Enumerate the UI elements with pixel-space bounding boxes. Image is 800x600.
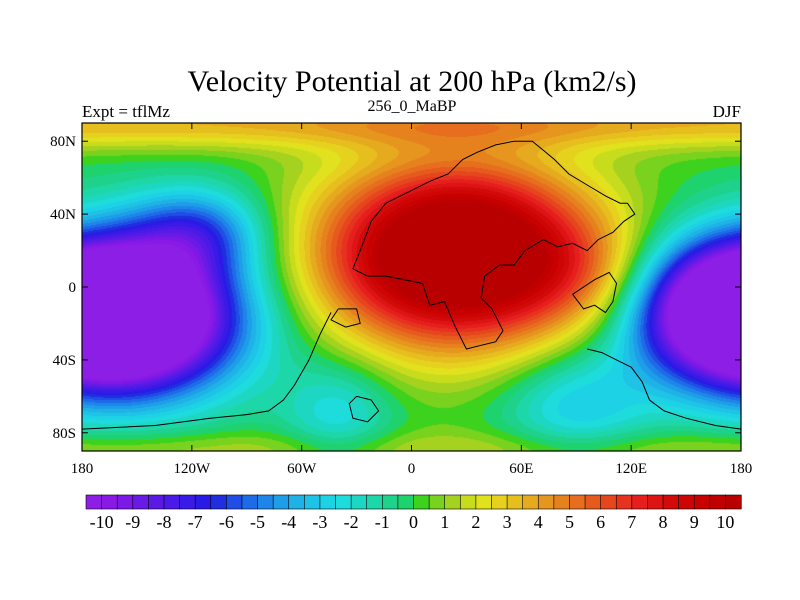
y-axis: 80N 40N 0 40S 80S	[50, 134, 741, 442]
colorbar-swatch	[600, 494, 617, 510]
colorbar-swatch	[366, 494, 383, 510]
colorbar-swatch	[382, 494, 399, 510]
colorbar-tick-label: -1	[375, 512, 390, 532]
colorbar-swatch	[397, 494, 415, 510]
y-tick-label: 0	[69, 280, 77, 296]
colorbar-tick-label: 2	[471, 512, 480, 532]
coastline-5	[572, 271, 618, 314]
colorbar-tick-label: -9	[125, 512, 140, 532]
coastline-3	[82, 312, 332, 430]
colorbar-swatch	[163, 494, 181, 510]
colorbar-swatch	[459, 494, 477, 510]
colorbar-swatch	[647, 494, 664, 510]
x-tick-label: 180	[730, 461, 753, 477]
colorbar-tick-label: 1	[440, 512, 449, 532]
colorbar-swatch	[678, 494, 695, 510]
colorbar-tick-label: 6	[596, 512, 605, 532]
x-axis: 180 120W 60W 0 60E 120E 180	[71, 123, 753, 477]
x-tick-label: 120W	[173, 461, 211, 477]
colorbar-swatch	[288, 494, 305, 510]
y-tick-label: 40N	[50, 207, 76, 223]
colorbar-swatch	[584, 494, 602, 510]
colorbar-swatch	[553, 494, 571, 510]
colorbar-tick-label: 5	[565, 512, 574, 532]
subtitle-left: Expt = tflMz	[82, 102, 170, 121]
colorbar-swatch	[506, 494, 524, 510]
x-tick-label: 60W	[287, 461, 317, 477]
colorbar-swatch	[85, 494, 103, 510]
colorbar-swatch	[132, 494, 149, 510]
y-tick-label: 80N	[50, 134, 76, 150]
colorbar-swatch	[428, 494, 446, 510]
coastline-1	[352, 140, 636, 350]
colorbar-swatch	[304, 494, 321, 510]
colorbar-labels: -10 -9 -8 -7 -6 -5 -4 -3 -2 -1 0 1 2 3 4 5 6 7 8 9 10	[90, 512, 735, 532]
colorbar-tick-label: 4	[534, 512, 543, 532]
subtitle-center: 256_0_MaBP	[368, 98, 457, 115]
colorbar-swatch	[335, 494, 352, 510]
velocity-potential-field	[82, 123, 741, 451]
y-tick-label: 80S	[53, 426, 76, 442]
colorbar-tick-label: -10	[90, 512, 114, 532]
colorbar-tick-label: 10	[716, 512, 734, 532]
colorbar-swatch	[615, 494, 633, 510]
colorbar-tick-label: 3	[503, 512, 512, 532]
colorbar-swatch	[475, 494, 493, 510]
colorbar-tick-label: -4	[281, 512, 296, 532]
colorbar-swatch	[491, 494, 508, 510]
plot-area	[82, 123, 741, 451]
colorbar-swatch	[319, 494, 337, 510]
colorbar-swatch	[241, 494, 259, 510]
colorbar-tick-label: -8	[157, 512, 172, 532]
colorbar-swatch	[725, 494, 742, 510]
x-tick-label: 60E	[509, 461, 533, 477]
colorbar-swatch	[569, 494, 586, 510]
coastlines	[82, 140, 741, 430]
colorbar-swatch	[662, 494, 680, 510]
colorbar-swatch	[194, 494, 212, 510]
x-tick-label: 120E	[615, 461, 647, 477]
colorbar-swatch	[101, 494, 118, 510]
colorbar-swatch	[179, 494, 196, 510]
chart-title: Velocity Potential at 200 hPa (km2/s)	[187, 65, 636, 98]
colorbar-tick-label: 8	[659, 512, 668, 532]
colorbar-swatch	[444, 494, 461, 510]
x-tick-label: 0	[408, 461, 416, 477]
colorbar-swatch	[226, 494, 243, 510]
y-tick-label: 40S	[53, 353, 76, 369]
colorbar-swatch	[537, 494, 555, 510]
colorbar-swatch	[693, 494, 711, 510]
coastline-6	[587, 348, 741, 430]
coastline-2	[330, 308, 361, 328]
colorbar-tick-label: 0	[409, 512, 418, 532]
colorbar-swatch	[413, 494, 430, 510]
colorbar-swatch	[116, 494, 134, 510]
colorbar-swatch	[709, 494, 727, 510]
subtitle-right: DJF	[713, 102, 741, 121]
colorbar-swatch	[522, 494, 539, 510]
colorbar-tick-label: 7	[627, 512, 636, 532]
colorbar-tick-label: -5	[250, 512, 265, 532]
colorbar-swatch	[631, 494, 649, 510]
coastline-4	[348, 395, 380, 423]
colorbar-swatch	[257, 494, 274, 510]
colorbar-tick-label: -3	[312, 512, 327, 532]
colorbar-tick-label: 9	[690, 512, 699, 532]
colorbar	[85, 494, 742, 510]
colorbar-tick-label: -6	[219, 512, 234, 532]
colorbar-tick-label: -2	[344, 512, 359, 532]
colorbar-swatch	[350, 494, 368, 510]
colorbar-tick-label: -7	[188, 512, 203, 532]
colorbar-swatch	[272, 494, 290, 510]
x-tick-label: 180	[71, 461, 94, 477]
colorbar-swatch	[148, 494, 165, 510]
colorbar-swatch	[210, 494, 227, 510]
